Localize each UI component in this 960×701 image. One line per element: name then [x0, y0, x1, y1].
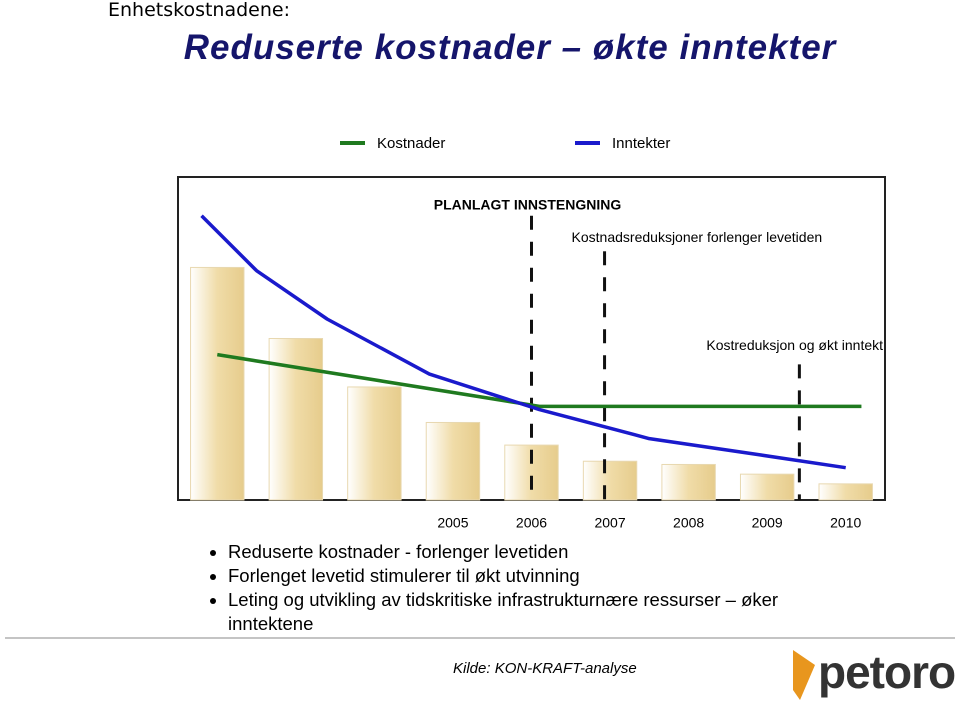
- bullet: Reduserte kostnader - forlenger levetide…: [228, 540, 848, 564]
- logo: petoro: [818, 646, 956, 698]
- bar: [190, 266, 245, 501]
- bar: [818, 483, 873, 501]
- source: Kilde: KON-KRAFT-analyse: [453, 660, 637, 677]
- bar: [582, 460, 638, 501]
- slide-title: Reduserte kostnader – økte inntekter: [183, 28, 837, 67]
- bar: [425, 421, 481, 501]
- legend-label: Kostnader: [377, 135, 445, 152]
- x-tick-label: 2008: [673, 515, 704, 531]
- bullet: Forlenget levetid stimulerer til økt utv…: [228, 564, 848, 588]
- bar: [661, 463, 716, 501]
- logo-mark: [793, 650, 815, 700]
- x-tick-label: 2005: [437, 515, 468, 531]
- bullet: Leting og utvikling av tidskritiske infr…: [228, 588, 848, 636]
- x-tick-label: 2010: [830, 515, 861, 531]
- annotation: PLANLAGT INNSTENGNING: [434, 196, 622, 212]
- annotation: Kostnadsreduksjoner forlenger levetiden: [572, 229, 823, 245]
- bullet-list: Reduserte kostnader - forlenger levetide…: [210, 540, 848, 636]
- series-line: [200, 214, 846, 470]
- annotation: Kostreduksjon og økt inntekt: [706, 337, 883, 353]
- legend-label: Inntekter: [612, 135, 670, 152]
- bar: [268, 338, 324, 501]
- x-tick-label: 2006: [516, 515, 547, 531]
- x-tick-label: 2009: [752, 515, 783, 531]
- section-label: Enhetskostnadene:: [108, 0, 290, 21]
- bar: [347, 386, 402, 501]
- x-tick-label: 2007: [594, 515, 625, 531]
- bar: [739, 473, 795, 501]
- series-line: [217, 352, 862, 409]
